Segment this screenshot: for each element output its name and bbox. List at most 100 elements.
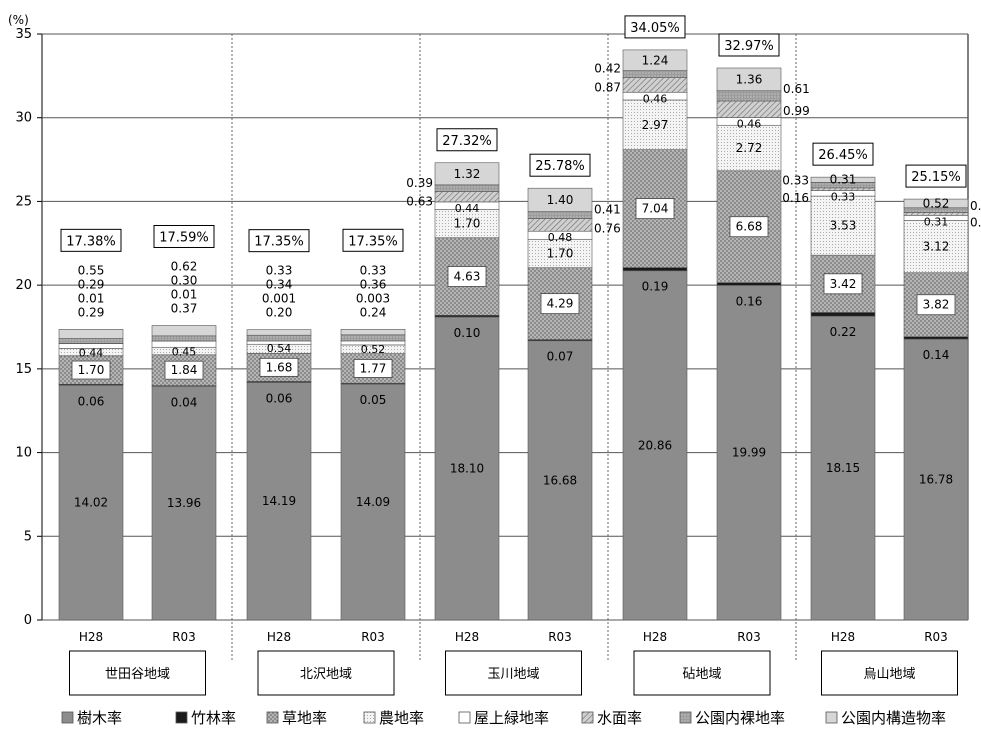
bar-segment bbox=[903, 336, 969, 340]
bar-segment bbox=[151, 385, 217, 621]
data-label: 16.68 bbox=[543, 473, 577, 487]
bar-segment bbox=[903, 220, 969, 274]
data-label: 4.63 bbox=[454, 270, 481, 284]
legend-label: 公園内裸地率 bbox=[695, 709, 785, 727]
bar-segment bbox=[716, 67, 782, 92]
data-label: 0.55 bbox=[78, 263, 105, 277]
data-label: 0.24 bbox=[360, 305, 387, 319]
total-label-box bbox=[60, 228, 122, 252]
data-label: 0.36 bbox=[360, 277, 387, 291]
legend-swatch bbox=[825, 711, 838, 724]
legend: 樹木率 竹林率 草地率 農地率 屋上緑地率 水面率 公園内裸地率 公園内構造物率 bbox=[61, 709, 946, 727]
bar-segment bbox=[58, 329, 124, 339]
legend-swatch bbox=[679, 711, 692, 724]
total-label-box bbox=[248, 229, 310, 253]
total-label: 25.15% bbox=[911, 170, 961, 185]
bars: 14.020.061.700.440.550.290.010.2917.38%1… bbox=[58, 15, 981, 621]
bar-segment bbox=[246, 382, 312, 621]
data-label-box bbox=[916, 294, 956, 316]
region-label: 烏山地域 bbox=[863, 666, 915, 682]
data-label: 0.29 bbox=[78, 305, 105, 319]
region-label-box bbox=[257, 650, 395, 696]
x-tick-label: R03 bbox=[548, 630, 572, 644]
x-axis-labels: H28 R03 H28 R03 H28 R03 H28 R03 H28 R03 bbox=[79, 630, 948, 644]
bar-segment bbox=[434, 191, 500, 203]
data-label: 0.01 bbox=[171, 287, 198, 301]
x-tick-label: H28 bbox=[79, 630, 103, 644]
bar-segment bbox=[716, 282, 782, 286]
data-label-box bbox=[447, 266, 487, 287]
bar-segment bbox=[246, 329, 312, 336]
bar-segment bbox=[527, 187, 593, 212]
region-label-box bbox=[69, 650, 206, 696]
x-tick-label: H28 bbox=[455, 630, 479, 644]
data-label: 2.72 bbox=[736, 141, 763, 155]
x-tick-label: R03 bbox=[361, 630, 385, 644]
legend-swatch bbox=[458, 711, 471, 724]
bar-segment bbox=[58, 338, 124, 344]
data-label: 14.02 bbox=[74, 496, 108, 510]
data-label: 0.61 bbox=[783, 82, 810, 96]
bar-segment bbox=[810, 312, 876, 317]
bar-segment bbox=[434, 208, 500, 239]
data-label: 0.46 bbox=[737, 118, 762, 131]
data-label: 0.99 bbox=[783, 104, 810, 118]
data-label-box bbox=[540, 293, 580, 315]
bar-segment bbox=[622, 49, 688, 71]
y-tick-label: 10 bbox=[15, 446, 32, 461]
bar-segment bbox=[622, 267, 688, 272]
region-label: 玉川地域 bbox=[487, 667, 539, 682]
data-label: 1.32 bbox=[454, 167, 481, 181]
data-label: 0.14 bbox=[923, 348, 950, 362]
region-label: 世田谷地域 bbox=[105, 667, 170, 682]
data-label: 3.42 bbox=[830, 277, 857, 291]
data-label: 0.42 bbox=[594, 62, 621, 76]
bar-segment bbox=[151, 325, 217, 337]
bar-segment bbox=[340, 328, 406, 336]
data-label: 0.06 bbox=[78, 394, 105, 408]
data-label: 4.29 bbox=[547, 297, 574, 311]
data-label: 0.52 bbox=[923, 196, 950, 210]
data-label: 14.19 bbox=[262, 494, 296, 508]
data-label: 3.53 bbox=[830, 219, 857, 233]
data-label: 1.70 bbox=[78, 363, 105, 377]
legend-label: 樹木率 bbox=[77, 709, 122, 727]
data-label: 2.97 bbox=[642, 118, 669, 132]
data-label: 18.10 bbox=[450, 461, 484, 475]
data-label: 0.003 bbox=[356, 291, 390, 305]
data-label-box bbox=[823, 273, 863, 295]
data-label: 0.54 bbox=[267, 342, 292, 355]
bar-segment bbox=[622, 99, 688, 150]
data-label: 6.68 bbox=[736, 220, 763, 234]
data-label: 1.40 bbox=[547, 193, 574, 207]
bar-segment bbox=[527, 211, 593, 219]
bar-segment bbox=[527, 218, 593, 232]
data-label: 0.76 bbox=[594, 222, 621, 236]
total-label: 17.59% bbox=[159, 230, 209, 245]
legend-swatch bbox=[581, 711, 594, 724]
data-label: 1.84 bbox=[171, 363, 198, 377]
data-label: 0.05 bbox=[360, 393, 387, 407]
bar-segment bbox=[810, 176, 876, 183]
data-label: 19.99 bbox=[732, 446, 766, 460]
data-label: 0.19 bbox=[642, 280, 669, 294]
y-unit-label: (%) bbox=[8, 13, 29, 27]
x-tick-label: R03 bbox=[737, 630, 761, 644]
data-label: 1.77 bbox=[360, 361, 387, 375]
y-tick-label: 35 bbox=[15, 27, 32, 42]
bar-segment bbox=[246, 334, 312, 342]
data-label: 0.31 bbox=[830, 173, 857, 187]
data-label: 0.06 bbox=[266, 391, 293, 405]
data-label: 1.70 bbox=[454, 217, 481, 231]
data-label: 0.33 bbox=[831, 191, 856, 204]
total-label: 17.38% bbox=[66, 234, 116, 249]
total-label-box bbox=[812, 142, 874, 166]
legend-swatch bbox=[363, 711, 376, 724]
bar-segment bbox=[903, 198, 969, 209]
total-label: 26.45% bbox=[818, 148, 868, 163]
data-label: 0.48 bbox=[548, 231, 573, 244]
total-label-box bbox=[718, 33, 780, 57]
data-label: 16.78 bbox=[919, 473, 953, 487]
bar-segment bbox=[340, 383, 406, 621]
y-tick-label: 15 bbox=[15, 362, 32, 377]
